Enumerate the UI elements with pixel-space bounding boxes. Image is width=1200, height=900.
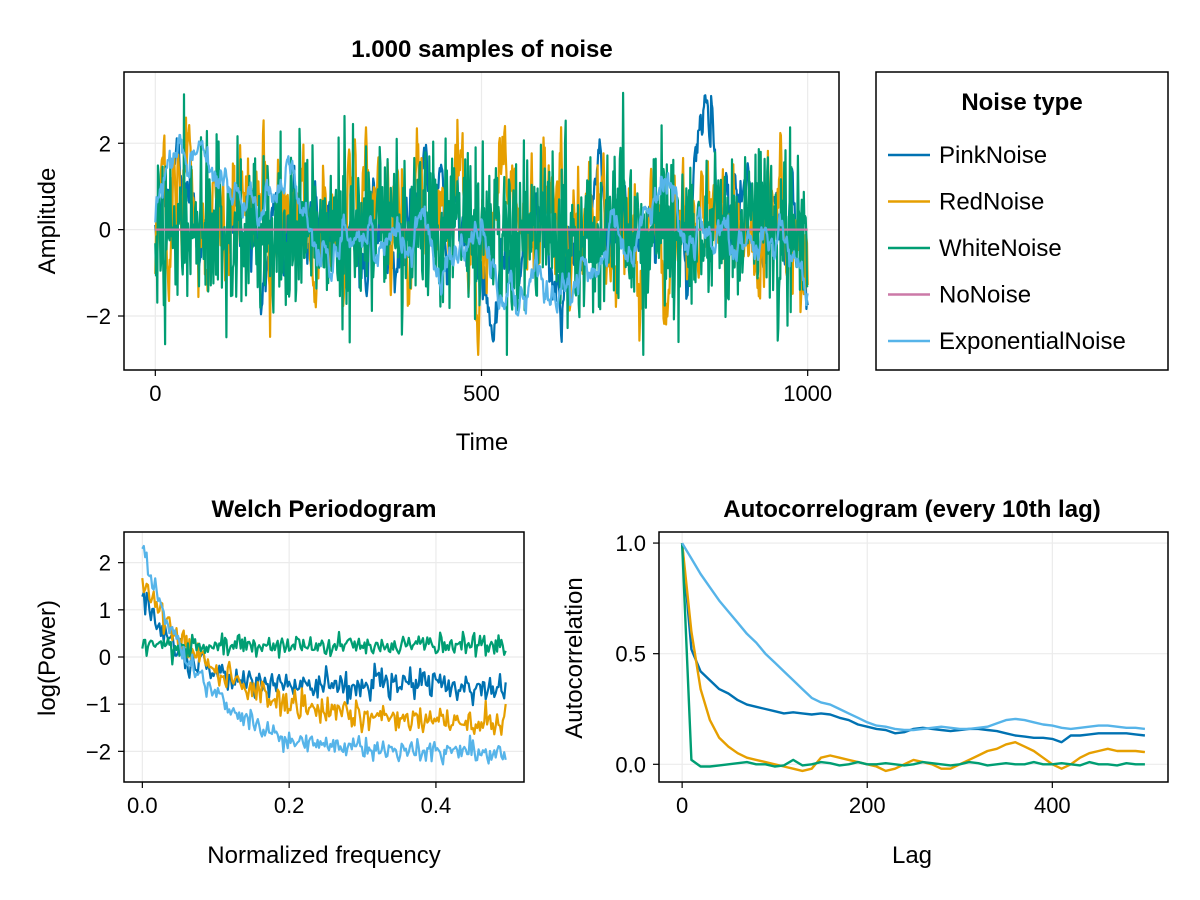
y-tick-label: −2 [86, 304, 111, 329]
chart-title: Welch Periodogram [212, 496, 437, 523]
series-RedNoise [141, 577, 507, 736]
noise-samples-panel: 1.000 samples of noise Time Amplitude 0 5… [34, 36, 840, 456]
series-PinkNoise [680, 542, 1146, 744]
y-tick-label: −1 [86, 692, 111, 717]
x-tick-label: 0.0 [127, 793, 158, 818]
x-axis-label: Normalized frequency [207, 842, 440, 869]
series-RedNoise [680, 542, 1146, 773]
legend-label: RedNoise [939, 189, 1044, 216]
y-tick-label: 2 [99, 551, 111, 576]
legend-entry: RedNoise [888, 189, 1044, 216]
x-tick-label: 0 [149, 381, 161, 406]
x-tick-label: 400 [1034, 793, 1071, 818]
axes-frame [123, 71, 840, 371]
series-WhiteNoise [680, 543, 1145, 768]
legend-title: Noise type [961, 89, 1082, 116]
autocorrelogram-panel: Autocorrelogram (every 10th lag) Lag Aut… [561, 496, 1169, 869]
y-axis-label: Amplitude [34, 168, 61, 275]
legend-entry: PinkNoise [888, 142, 1047, 169]
series-ExponentialNoise [681, 542, 1146, 732]
x-axis-label: Time [456, 429, 508, 456]
axes-frame [658, 531, 1169, 783]
y-tick-label: 2 [99, 131, 111, 156]
x-tick-label: 0 [676, 793, 688, 818]
series-ExponentialNoise [154, 133, 809, 317]
axes-frame [123, 531, 525, 783]
plot-area [680, 542, 1146, 773]
y-tick-label: 0.5 [615, 642, 646, 667]
series-ExponentialNoise [141, 544, 507, 766]
y-tick-label: −2 [86, 739, 111, 764]
grid [659, 532, 1168, 782]
chart-title: 1.000 samples of noise [351, 36, 612, 63]
legend-entry: NoNoise [888, 282, 1031, 309]
legend-label: WhiteNoise [939, 235, 1062, 262]
legend: Noise type PinkNoise RedNoise WhiteNoise No… [875, 71, 1169, 371]
x-tick-label: 0.4 [421, 793, 452, 818]
y-axis-label: log(Power) [34, 600, 61, 716]
x-tick-label: 0.2 [274, 793, 305, 818]
legend-entry: ExponentialNoise [888, 328, 1126, 355]
legend-label: PinkNoise [939, 142, 1047, 169]
y-tick-label: 1 [99, 598, 111, 623]
legend-entry: WhiteNoise [888, 235, 1062, 262]
series-WhiteNoise [141, 630, 507, 666]
y-tick-label: 0 [99, 218, 111, 243]
y-axis-label: Autocorrelation [561, 577, 588, 738]
y-tick-label: 0 [99, 645, 111, 670]
legend-label: ExponentialNoise [939, 328, 1126, 355]
y-tick-label: 0.0 [615, 752, 646, 777]
x-tick-label: 1000 [783, 381, 832, 406]
legend-box [875, 71, 1169, 371]
x-axis-label: Lag [892, 842, 932, 869]
x-tick-label: 200 [849, 793, 886, 818]
y-tick-label: 1.0 [615, 531, 646, 556]
x-tick-label: 500 [463, 381, 500, 406]
plot-area [154, 91, 809, 356]
chart-title: Autocorrelogram (every 10th lag) [723, 496, 1100, 523]
plot-area [141, 544, 507, 766]
welch-periodogram-panel: Welch Periodogram Normalized frequency l… [34, 496, 525, 869]
legend-label: NoNoise [939, 282, 1031, 309]
